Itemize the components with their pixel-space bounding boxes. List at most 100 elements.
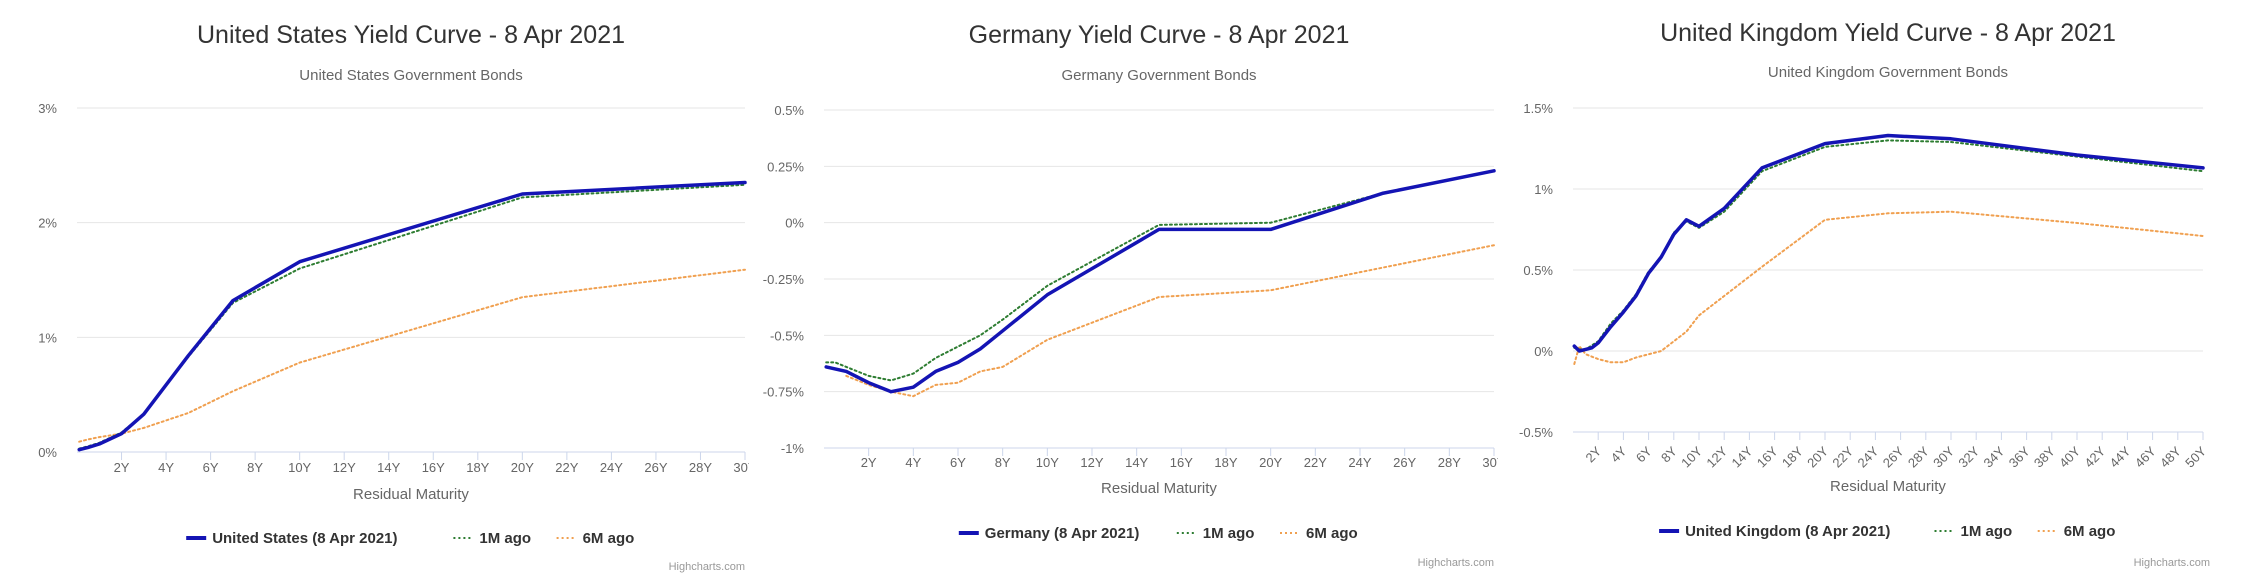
x-tick-label: 34Y	[1981, 443, 2008, 470]
legend-item-1m-ago[interactable]: 1M ago	[1176, 525, 1255, 542]
credits-link[interactable]: Highcharts.com	[2134, 557, 2210, 569]
x-tick-label: 22Y	[1829, 443, 1856, 470]
series-line-1m-ago[interactable]	[825, 169, 1495, 382]
x-axis-title: Residual Maturity	[1830, 478, 1946, 495]
series-line-current[interactable]	[824, 169, 1496, 394]
x-tick-label: 26Y	[1393, 455, 1416, 470]
y-tick-label: 0.5%	[1523, 263, 1553, 278]
legend-item-6m-ago[interactable]: 6M ago	[1280, 525, 1358, 542]
series-line-6m-ago[interactable]	[845, 244, 1495, 398]
chart-title: Germany Yield Curve - 8 Apr 2021	[969, 21, 1350, 49]
y-tick-label: 0%	[38, 445, 57, 460]
x-tick-label: 22Y	[555, 460, 578, 475]
legend-item-current[interactable]: Germany (8 Apr 2021)	[958, 525, 1140, 542]
x-tick-label: 16Y	[1754, 443, 1781, 470]
x-tick-label: 14Y	[1125, 455, 1148, 470]
x-tick-label: 12Y	[1703, 443, 1730, 470]
chart-subtitle: United Kingdom Government Bonds	[1768, 64, 2008, 81]
x-tick-label: 30Y	[1482, 455, 1498, 470]
series-line-1m-ago[interactable]	[78, 183, 746, 450]
y-tick-label: -0.75%	[763, 385, 805, 400]
x-tick-label: 4Y	[1608, 443, 1630, 465]
y-tick-label: 0.25%	[767, 159, 804, 174]
x-tick-label: 10Y	[288, 460, 311, 475]
x-tick-label: 6Y	[203, 460, 219, 475]
x-tick-label: 12Y	[333, 460, 356, 475]
y-tick-label: 1%	[1534, 182, 1553, 197]
x-tick-label: 50Y	[2182, 443, 2209, 470]
x-tick-label: 18Y	[1779, 443, 1806, 470]
x-tick-label: 42Y	[2081, 443, 2108, 470]
legend-item-1m-ago[interactable]: 1M ago	[1934, 523, 2013, 540]
x-tick-label: 24Y	[600, 460, 623, 475]
y-tick-label: 0%	[785, 216, 804, 231]
y-tick-label: -1%	[781, 441, 805, 456]
x-tick-label: 16Y	[422, 460, 445, 475]
x-tick-label: 18Y	[466, 460, 489, 475]
x-tick-label: 28Y	[1905, 443, 1932, 470]
y-tick-label: 0%	[1534, 344, 1553, 359]
legend-label: 6M ago	[1306, 525, 1358, 542]
x-tick-label: 24Y	[1348, 455, 1371, 470]
x-tick-label: 38Y	[2031, 443, 2058, 470]
y-tick-label: -0.5%	[1519, 425, 1553, 440]
credits-link[interactable]: Highcharts.com	[1418, 557, 1494, 569]
x-tick-label: 2Y	[861, 455, 877, 470]
x-tick-label: 4Y	[158, 460, 174, 475]
legend-item-6m-ago[interactable]: 6M ago	[2037, 523, 2116, 540]
x-tick-label: 26Y	[644, 460, 667, 475]
legend-label: 1M ago	[1961, 523, 2013, 540]
legend-label: 1M ago	[1203, 525, 1255, 542]
uk-yield-curve-chart: United Kingdom Yield Curve - 8 Apr 2021 U…	[1519, 19, 2210, 569]
legend-label: United Kingdom (8 Apr 2021)	[1685, 523, 1890, 540]
x-tick-label: 30Y	[733, 460, 749, 475]
legend-item-current[interactable]: United States (8 Apr 2021)	[186, 530, 398, 547]
legend-label: United States (8 Apr 2021)	[212, 530, 397, 547]
x-tick-label: 20Y	[1804, 443, 1831, 470]
x-axis-title: Residual Maturity	[1101, 480, 1217, 497]
legend-item-1m-ago[interactable]: 1M ago	[453, 530, 531, 547]
x-tick-label: 4Y	[905, 455, 921, 470]
x-tick-label: 48Y	[2157, 443, 2184, 470]
series-line-6m-ago[interactable]	[1573, 210, 2204, 365]
x-tick-label: 46Y	[2132, 443, 2159, 470]
x-tick-label: 30Y	[1930, 443, 1957, 470]
legend-item-current[interactable]: United Kingdom (8 Apr 2021)	[1659, 523, 1890, 540]
x-tick-label: 6Y	[1633, 443, 1655, 465]
y-tick-label: 2%	[38, 216, 57, 231]
y-tick-label: -0.25%	[763, 272, 805, 287]
germany-yield-curve-chart: Germany Yield Curve - 8 Apr 2021 Germany …	[763, 21, 1498, 569]
y-tick-label: 1%	[38, 330, 57, 345]
x-tick-label: 28Y	[1438, 455, 1461, 470]
legend-label: Germany (8 Apr 2021)	[985, 525, 1140, 542]
y-tick-label: 1.5%	[1523, 101, 1553, 116]
legend-label: 6M ago	[583, 530, 635, 547]
x-tick-label: 20Y	[1259, 455, 1282, 470]
series-line-current[interactable]	[77, 180, 747, 452]
x-tick-label: 2Y	[114, 460, 130, 475]
x-tick-label: 8Y	[995, 455, 1011, 470]
credits-link[interactable]: Highcharts.com	[669, 561, 745, 573]
x-tick-label: 28Y	[689, 460, 712, 475]
x-tick-label: 40Y	[2056, 443, 2083, 470]
legend-label: 6M ago	[2064, 523, 2116, 540]
chart-subtitle: United States Government Bonds	[299, 67, 522, 84]
series-line-current[interactable]	[1572, 133, 2205, 353]
chart-title: United States Yield Curve - 8 Apr 2021	[197, 21, 625, 49]
x-tick-label: 16Y	[1170, 455, 1193, 470]
x-tick-label: 6Y	[950, 455, 966, 470]
y-tick-label: -0.5%	[770, 328, 804, 343]
y-tick-label: 3%	[38, 101, 57, 116]
series-line-6m-ago[interactable]	[78, 268, 746, 443]
x-tick-label: 12Y	[1080, 455, 1103, 470]
legend-item-6m-ago[interactable]: 6M ago	[556, 530, 635, 547]
x-tick-label: 32Y	[1955, 443, 1982, 470]
x-tick-label: 26Y	[1880, 443, 1907, 470]
x-tick-label: 8Y	[247, 460, 263, 475]
chart-subtitle: Germany Government Bonds	[1061, 67, 1256, 84]
y-tick-label: 0.5%	[774, 103, 804, 118]
x-tick-label: 24Y	[1855, 443, 1882, 470]
x-tick-label: 10Y	[1036, 455, 1059, 470]
x-axis-title: Residual Maturity	[353, 486, 469, 503]
